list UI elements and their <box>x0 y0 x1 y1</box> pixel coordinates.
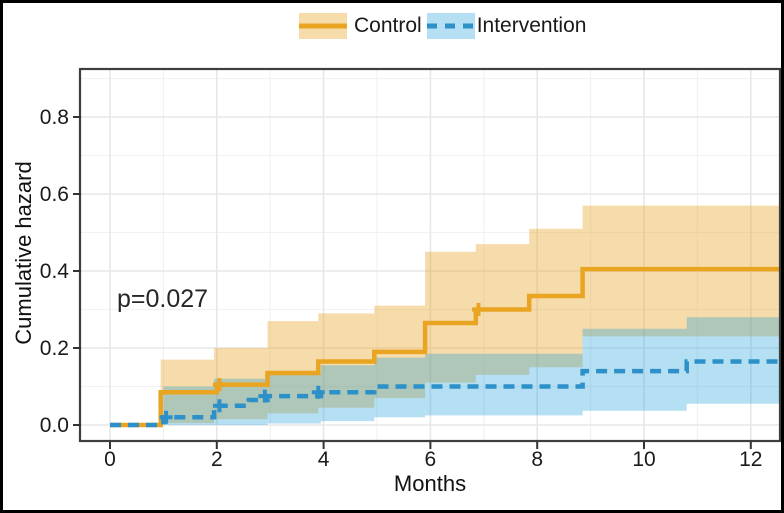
hazard-line-control <box>110 266 780 428</box>
x-tick-label: 0 <box>104 448 116 471</box>
hazard-line-intervention <box>110 359 780 428</box>
legend-key-intervention-line-icon <box>426 23 475 29</box>
legend-label-control: Control <box>354 14 422 37</box>
x-tick-label: 4 <box>318 448 330 471</box>
y-tick-label: 0.6 <box>40 183 69 206</box>
y-axis-title: Cumulative hazard <box>11 161 36 345</box>
x-tick-label: 8 <box>531 448 543 471</box>
p-value-annotation: p=0.027 <box>117 285 209 313</box>
legend-key-control-line-icon <box>299 23 347 29</box>
legend-key-control-band <box>299 13 347 39</box>
legend-key-intervention-band <box>426 13 475 39</box>
legend-label-intervention: Intervention <box>476 14 587 37</box>
confidence-band-control <box>160 205 780 424</box>
legend: Control Intervention <box>299 12 586 40</box>
y-tick-label: 0.8 <box>40 106 69 129</box>
panel-border <box>78 67 782 443</box>
x-tick-label: 10 <box>632 448 655 471</box>
x-axis-title: Months <box>393 471 467 496</box>
x-tick-label: 2 <box>211 448 223 471</box>
y-tick-label: 0.2 <box>40 337 69 360</box>
y-tick-label: 0.0 <box>40 414 69 437</box>
x-tick-label: 6 <box>425 448 437 471</box>
y-tick-label: 0.4 <box>40 260 70 283</box>
x-tick-label: 12 <box>739 448 762 471</box>
